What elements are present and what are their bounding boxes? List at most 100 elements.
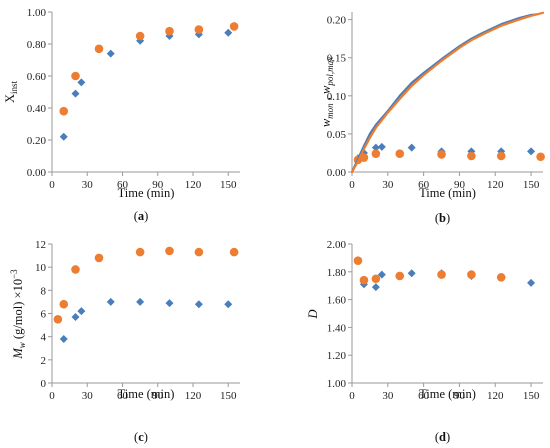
y-tick-label: 8 [41, 285, 47, 297]
series-line [350, 13, 539, 174]
x-tick-label: 60 [117, 179, 129, 191]
y-axis-label-symbol: M [11, 348, 25, 360]
data-point-circle [496, 151, 506, 161]
y-tick-label: 10 [35, 262, 47, 274]
data-point-diamond [165, 299, 174, 308]
data-point-circle [53, 314, 63, 324]
data-point-circle [229, 247, 239, 257]
y-axis-label: D [306, 309, 320, 319]
data-point-diamond [106, 297, 115, 306]
x-tick-label: 60 [418, 390, 430, 402]
y-axis-label: Xinst [3, 80, 19, 103]
y-axis-label-subscript: inst [9, 80, 19, 94]
y-axis-label-subscript: mon [325, 103, 335, 119]
y-tick-label: 0.00 [327, 167, 347, 179]
data-point-circle [467, 270, 476, 279]
data-point-diamond [371, 143, 380, 152]
x-tick-label: 30 [382, 179, 394, 191]
data-point-diamond [224, 300, 233, 309]
data-point-circle [71, 265, 80, 274]
data-point-diamond [407, 143, 416, 152]
data-point-circle [371, 274, 381, 284]
panel-d: 1.00 1.20 1.40 1.60 1.80 2.00 0 30 60 90 120 150 Tim… [306, 239, 543, 444]
y-tick-label: 12 [35, 239, 46, 251]
data-point-circle [496, 273, 506, 282]
data-point-diamond [106, 49, 115, 58]
y-tick-label: 2.00 [327, 239, 347, 251]
y-tick-label: 0 [41, 378, 47, 390]
data-point-circle [229, 22, 239, 31]
data-point-diamond [527, 147, 536, 156]
y-tick-label: 0.00 [27, 167, 47, 179]
x-tick-label: 150 [523, 179, 540, 191]
y-tick-label: 0.05 [327, 129, 347, 141]
data-point-circle [395, 149, 405, 159]
y-tick-label: 0.80 [27, 39, 47, 51]
x-tick-label: 90 [152, 390, 164, 402]
data-point-circle [94, 44, 104, 54]
y-axis-label: Mw (g/mol) ×10−3 [9, 269, 27, 360]
series-line [350, 11, 545, 174]
x-tick-label: 30 [382, 390, 394, 402]
data-point-diamond [77, 307, 86, 316]
x-tick-label: 90 [152, 179, 164, 191]
y-tick-label: 0.20 [327, 15, 347, 27]
panel-a: 0.00 0.20 0.40 0.60 0.80 1.00 0 30 60 90 120 150 Tim… [3, 7, 240, 223]
data-point-circle [71, 71, 80, 81]
x-tick-label: 90 [454, 390, 466, 402]
data-point-diamond [194, 300, 203, 309]
y-axis-label-symbol: X [3, 94, 17, 103]
data-point-diamond [59, 132, 68, 141]
y-axis-label-symbol: w [319, 118, 333, 127]
data-point-diamond [407, 269, 416, 278]
data-point-circle [437, 150, 446, 159]
x-tick-label: 0 [49, 179, 55, 191]
y-axis-label-superscript: −3 [9, 269, 19, 279]
y-tick-label: 4 [41, 332, 47, 344]
data-point-circle [359, 275, 369, 285]
data-point-diamond [71, 312, 80, 321]
x-tick-label: 60 [418, 179, 430, 191]
data-point-circle [395, 271, 405, 281]
data-point-circle [194, 25, 204, 34]
y-tick-label: 0.40 [27, 103, 47, 115]
x-axis-label: Time (min) [419, 186, 476, 200]
x-tick-label: 150 [523, 390, 540, 402]
x-axis-label: Time (min) [419, 387, 476, 401]
data-point-circle [94, 253, 104, 263]
data-point-diamond [136, 297, 145, 306]
x-tick-label: 120 [487, 390, 504, 402]
data-point-circle [371, 149, 381, 159]
y-axis-label: wmon , wpol,max [319, 57, 335, 127]
y-tick-label: 0.15 [327, 53, 347, 65]
x-tick-label: 0 [349, 390, 355, 402]
data-point-circle [59, 299, 69, 309]
data-point-diamond [71, 89, 80, 98]
x-tick-label: 150 [220, 179, 237, 191]
y-tick-label: 0.20 [27, 135, 47, 147]
data-point-circle [437, 270, 446, 279]
x-tick-label: 150 [220, 390, 237, 402]
data-point-diamond [59, 334, 68, 343]
data-point-diamond [377, 270, 386, 279]
data-point-circle [165, 26, 174, 36]
panel-caption: (c) [134, 430, 148, 444]
x-tick-label: 120 [185, 179, 202, 191]
data-point-circle [135, 247, 145, 257]
data-point-diamond [527, 278, 536, 287]
y-axis-label-text: , w [319, 85, 333, 103]
y-tick-label: 1.40 [327, 322, 347, 334]
data-point-diamond [377, 142, 386, 151]
data-point-circle [59, 106, 69, 116]
y-tick-label: 6 [41, 309, 47, 321]
x-axis-label: Time (min) [118, 387, 175, 401]
y-axis-label-symbol: D [306, 309, 320, 319]
panel-caption: (a) [134, 209, 149, 223]
data-point-diamond [224, 28, 233, 37]
panel-caption: (d) [435, 430, 450, 444]
x-tick-label: 30 [82, 390, 94, 402]
data-point-circle [194, 247, 204, 257]
x-tick-label: 30 [82, 179, 94, 191]
